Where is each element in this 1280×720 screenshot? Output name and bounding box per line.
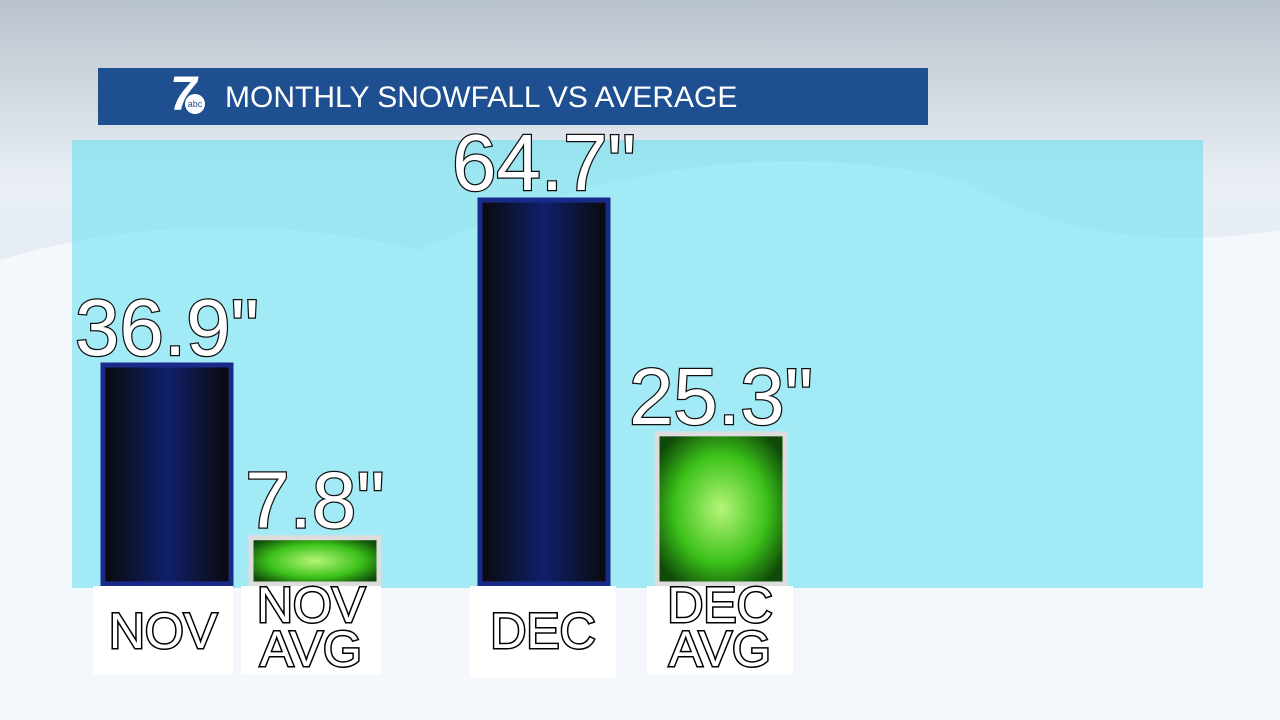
x-tick-label: NOV xyxy=(109,603,218,659)
label-box xyxy=(647,586,793,674)
bar xyxy=(100,362,234,587)
label-box xyxy=(93,586,233,674)
panel xyxy=(72,140,1203,588)
bar xyxy=(248,535,382,587)
title-bar xyxy=(98,68,928,125)
bar xyxy=(477,197,611,587)
logo-circle xyxy=(185,94,205,114)
x-tick-label: DEC xyxy=(490,603,596,659)
bar xyxy=(654,431,788,587)
chart-title: MONTHLY SNOWFALL VS AVERAGE xyxy=(225,81,737,114)
value-label: 64.7" xyxy=(452,118,636,207)
value-label: 25.3" xyxy=(629,352,813,441)
x-tick-label: NOV AVG xyxy=(257,577,366,677)
value-label: 36.9" xyxy=(75,283,259,372)
label-box xyxy=(470,586,616,678)
label-box xyxy=(241,586,381,674)
value-label: 7.8" xyxy=(245,456,385,545)
x-tick-label: DEC AVG xyxy=(667,577,773,677)
logo-network: abc xyxy=(188,99,203,109)
